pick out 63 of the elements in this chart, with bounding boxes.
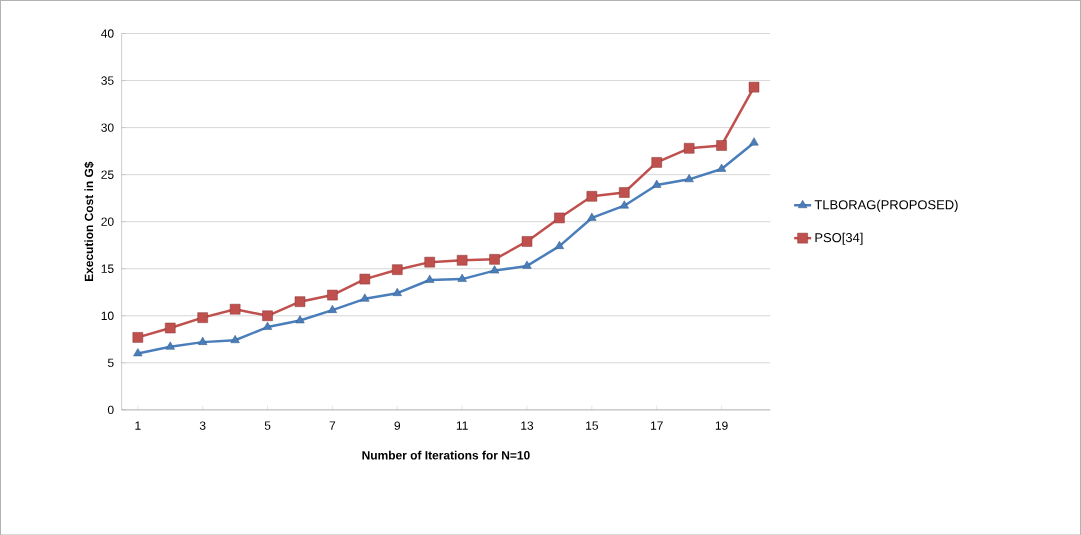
- point: [554, 240, 565, 249]
- x-tick-label: 7: [329, 421, 336, 430]
- point: [554, 212, 565, 223]
- point: [327, 289, 338, 301]
- y-axis-title: Execution Cost in G$: [84, 161, 94, 281]
- point: [229, 303, 241, 315]
- point: [359, 273, 371, 285]
- point: [521, 235, 533, 247]
- y-tick-label: 20: [101, 217, 114, 226]
- point: [619, 200, 629, 209]
- x-tick-label: 11: [456, 421, 468, 430]
- point: [456, 254, 468, 266]
- point: [165, 322, 176, 334]
- point: [424, 256, 435, 268]
- point: [133, 347, 143, 356]
- point: [294, 296, 306, 307]
- point: [716, 163, 727, 172]
- point: [392, 287, 402, 296]
- x-tick-label: 3: [199, 421, 206, 430]
- point: [716, 139, 727, 151]
- y-tick-label: 40: [101, 29, 114, 38]
- legend-label: TLBORAG(PROPOSED): [814, 199, 958, 212]
- x-tick-label: 9: [394, 421, 401, 430]
- y-tick-label: 0: [107, 405, 114, 414]
- y-tick-label: 25: [101, 170, 114, 179]
- point: [586, 190, 598, 202]
- y-tick-label: 35: [101, 76, 114, 85]
- point: [651, 156, 662, 168]
- point: [652, 179, 662, 188]
- x-tick-label: 5: [264, 421, 271, 430]
- y-tick-label: 15: [101, 264, 114, 273]
- point: [262, 321, 273, 330]
- point: [489, 253, 500, 265]
- x-tick-label: 15: [586, 421, 598, 430]
- x-axis-title: Number of Iterations for N=10: [362, 450, 530, 460]
- point: [295, 314, 305, 323]
- x-tick-label: 19: [715, 421, 728, 430]
- point: [165, 341, 175, 350]
- x-tick-label: 17: [650, 421, 663, 430]
- point: [230, 334, 240, 343]
- point: [425, 274, 435, 283]
- point: [392, 264, 403, 275]
- point: [262, 310, 273, 321]
- point: [197, 312, 208, 323]
- point: [132, 331, 144, 343]
- y-tick-label: 30: [101, 123, 114, 132]
- point: [522, 260, 532, 269]
- point: [748, 81, 760, 93]
- point: [587, 212, 597, 221]
- point: [683, 142, 695, 154]
- y-tick-label: 10: [101, 311, 114, 320]
- point: [360, 293, 370, 302]
- point: [619, 187, 630, 198]
- point: [684, 173, 694, 182]
- point: [327, 304, 337, 313]
- point: [489, 265, 500, 274]
- x-tick-label: 1: [135, 421, 141, 430]
- y-tick-label: 5: [107, 358, 114, 367]
- point: [457, 273, 467, 282]
- legend-label: PSO[34]: [815, 232, 863, 245]
- point: [198, 336, 208, 345]
- x-tick-label: 13: [521, 421, 534, 430]
- point: [749, 137, 759, 146]
